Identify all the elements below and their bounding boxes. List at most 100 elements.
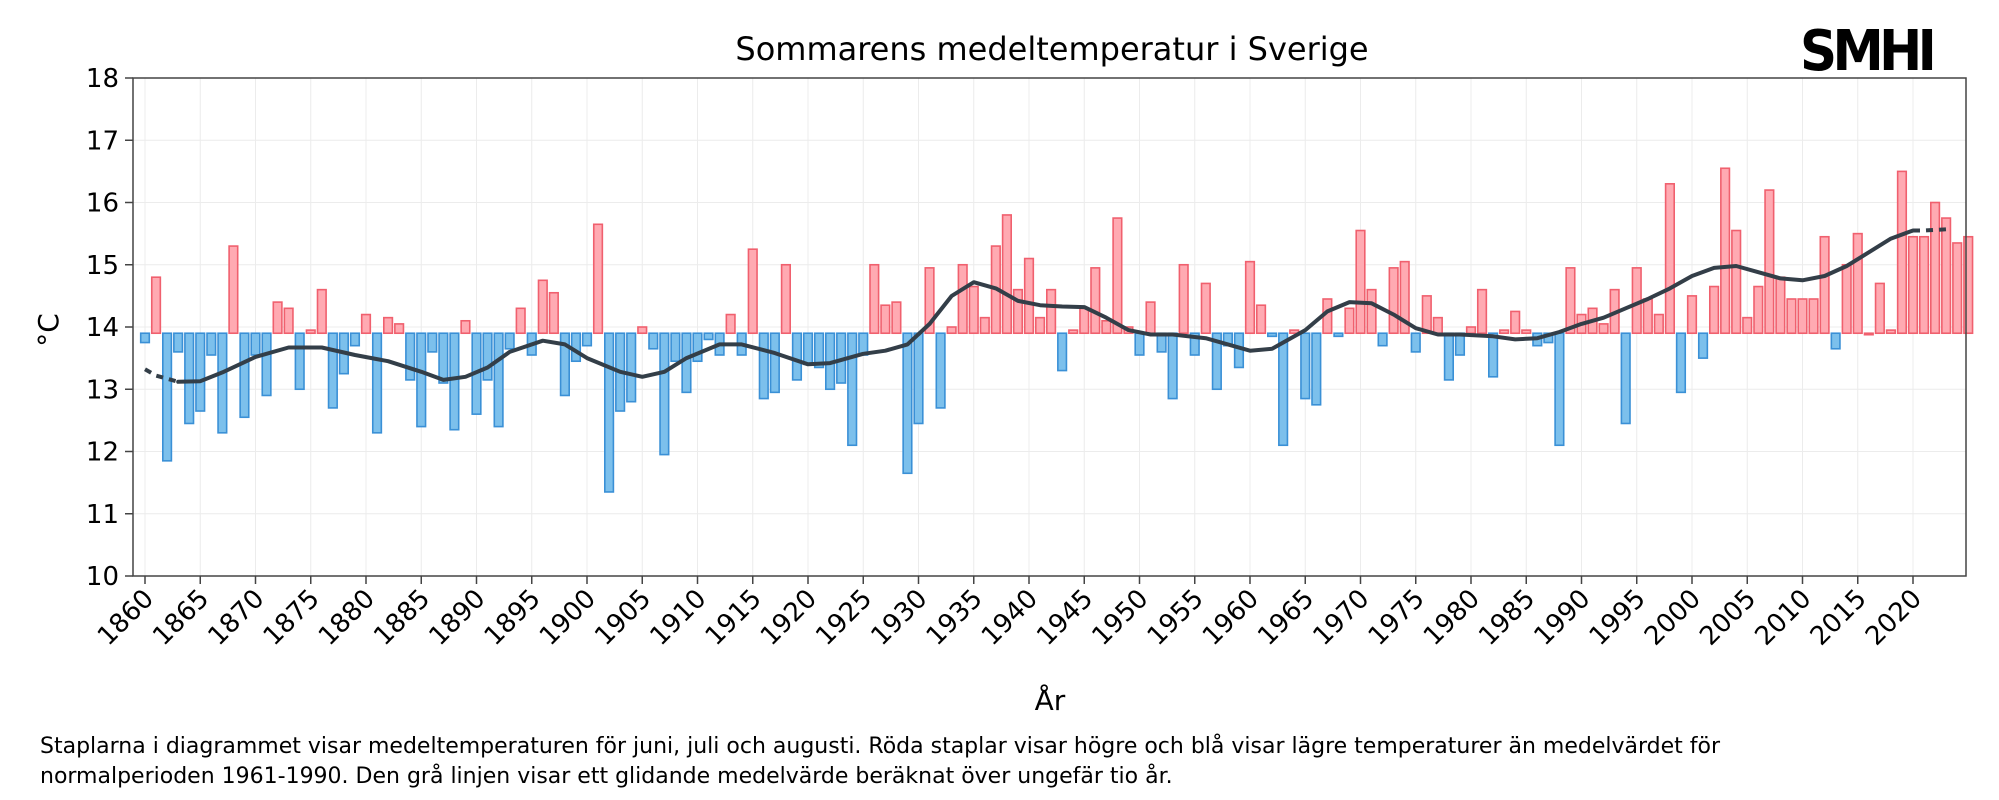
bar-1884 (405, 332, 416, 381)
x-tick-label: 1990 (1528, 584, 1596, 652)
bar-2013 (1830, 332, 1841, 350)
bar-1965 (1300, 332, 1311, 400)
bar-2018 (1885, 329, 1896, 335)
bar-1933 (946, 326, 957, 335)
bar-1983 (1499, 329, 1510, 335)
bar-1998 (1664, 183, 1675, 335)
bar-2000 (1686, 295, 1698, 335)
bar-1943 (1057, 332, 1068, 372)
x-tick-label: 1880 (313, 584, 381, 652)
x-tick-label: 1950 (1086, 584, 1154, 652)
bar-2023 (1941, 217, 1952, 335)
bar-1918 (780, 263, 791, 335)
bar-2001 (1697, 332, 1709, 359)
y-tick-label: 11 (86, 500, 119, 530)
bar-1906 (648, 332, 659, 350)
bar-1994 (1620, 332, 1631, 425)
bars (139, 167, 1974, 493)
x-axis: 1860186518701875188018851890189519001905… (92, 576, 1928, 652)
bar-1875 (305, 329, 316, 335)
bar-1910 (692, 332, 703, 363)
bar-1894 (515, 307, 526, 335)
bar-2011 (1808, 298, 1819, 335)
bar-1945 (1079, 307, 1090, 335)
bar-1946 (1090, 267, 1101, 335)
x-tick-label: 1960 (1197, 584, 1265, 652)
bar-1971 (1366, 288, 1377, 335)
bar-1880 (360, 313, 372, 335)
bar-1882 (382, 316, 394, 335)
bar-1868 (228, 245, 239, 335)
bar-1867 (217, 332, 228, 434)
bar-2020 (1907, 235, 1919, 335)
bar-1936 (979, 316, 990, 335)
bar-2017 (1874, 282, 1885, 335)
x-tick-label: 1980 (1418, 584, 1486, 652)
bar-1928 (891, 301, 902, 335)
bar-1915 (747, 248, 758, 335)
bar-1888 (449, 332, 460, 431)
bar-1968 (1333, 332, 1344, 338)
bar-1872 (272, 301, 283, 335)
bar-1879 (349, 332, 361, 347)
bar-1921 (813, 332, 825, 369)
trend-line-group (144, 227, 1947, 384)
bar-1955 (1189, 332, 1200, 356)
x-tick-label: 1890 (423, 584, 491, 652)
chart-caption: Staplarna i diagrammet visar medeltemper… (40, 732, 1940, 792)
x-tick-label: 1925 (810, 584, 878, 652)
bar-2005 (1742, 316, 1753, 335)
bar-1999 (1675, 332, 1687, 394)
y-tick-label: 10 (86, 562, 119, 592)
smhi-logo: SMHI (1800, 18, 1938, 84)
x-tick-label: 1870 (202, 584, 270, 652)
bar-1916 (758, 332, 769, 400)
bar-1927 (880, 304, 891, 335)
bar-1913 (725, 313, 736, 335)
y-tick-label: 16 (86, 189, 119, 219)
x-tick-label: 1970 (1307, 584, 1375, 652)
trend-line (176, 228, 1915, 384)
bar-1876 (316, 288, 327, 335)
trend-line-end-dashed (1913, 227, 1947, 233)
bar-1956 (1200, 282, 1211, 335)
bar-2008 (1775, 276, 1786, 335)
bar-1901 (592, 223, 604, 335)
bar-1866 (206, 332, 217, 356)
bar-1862 (162, 332, 173, 462)
bar-1896 (537, 279, 548, 335)
y-axis: 10 11 12 13 14 15 16 17 18 (86, 64, 133, 592)
x-tick-label: 1965 (1252, 584, 1320, 652)
bar-2016 (1863, 332, 1874, 336)
x-tick-label: 2015 (1805, 584, 1873, 652)
bar-1881 (371, 332, 383, 434)
x-tick-label: 1915 (700, 584, 768, 652)
x-tick-label: 2000 (1639, 584, 1707, 652)
y-tick-label: 13 (86, 375, 119, 405)
bar-1900 (581, 332, 593, 347)
bar-1932 (935, 332, 946, 409)
bar-2025 (1963, 235, 1974, 335)
bar-1962 (1267, 332, 1278, 338)
bar-1981 (1476, 288, 1488, 335)
bar-1909 (681, 332, 692, 394)
temperature-chart: Sommarens medeltemperatur i Sverige SMHI… (32, 18, 1974, 717)
bar-1982 (1488, 332, 1499, 378)
bar-1939 (1012, 288, 1024, 335)
bar-1960 (1244, 260, 1256, 335)
bar-1891 (482, 332, 493, 381)
bar-1864 (184, 332, 195, 425)
bar-1863 (173, 332, 184, 353)
bar-1950 (1134, 332, 1145, 356)
bar-1980 (1465, 326, 1477, 335)
x-tick-label: 1900 (534, 584, 602, 652)
bar-1957 (1211, 332, 1222, 391)
bar-2007 (1764, 189, 1775, 335)
bar-1905 (637, 326, 648, 335)
bar-1961 (1255, 304, 1267, 335)
bar-1938 (1001, 214, 1012, 335)
x-tick-label: 1905 (589, 584, 657, 652)
bar-1924 (847, 332, 858, 447)
bar-2009 (1786, 298, 1797, 335)
caption-line-1: Staplarna i diagrammet visar medeltemper… (40, 734, 1721, 759)
